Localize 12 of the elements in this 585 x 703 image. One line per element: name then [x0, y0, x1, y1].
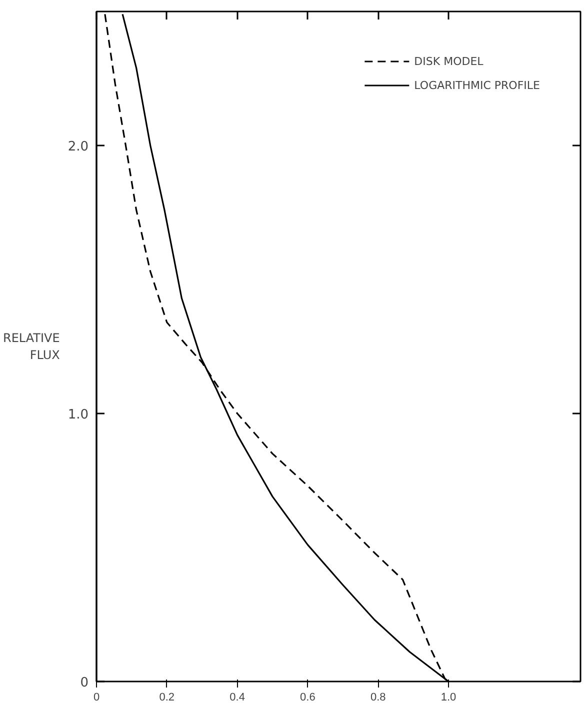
- x-tick-label: 0: [93, 692, 100, 703]
- y-axis-title: RELATIVE FLUX: [3, 331, 60, 362]
- x-tick-label: 0.8: [370, 692, 386, 703]
- y-tick-label: 1.0: [68, 408, 89, 422]
- x-tick-label: 0.6: [300, 692, 316, 703]
- y-tick-label: 2.0: [68, 140, 89, 154]
- legend-label: LOGARITHMIC PROFILE: [414, 78, 540, 92]
- x-tick-label: 1.0: [440, 692, 456, 703]
- x-tick-label: 0.4: [230, 692, 245, 703]
- y-tick-label: 0: [80, 676, 89, 690]
- legend-label: DISK MODEL: [414, 54, 484, 68]
- x-tick-label: 0.2: [159, 692, 175, 703]
